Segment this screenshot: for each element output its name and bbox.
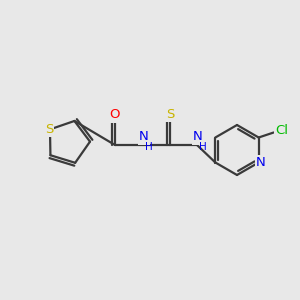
Text: H: H <box>145 142 153 152</box>
Text: Cl: Cl <box>275 124 288 137</box>
Text: S: S <box>45 123 53 136</box>
Text: H: H <box>199 142 207 152</box>
Text: O: O <box>110 109 120 122</box>
Text: S: S <box>166 107 174 121</box>
Text: N: N <box>256 156 266 169</box>
Text: N: N <box>193 130 203 143</box>
Text: N: N <box>139 130 149 143</box>
